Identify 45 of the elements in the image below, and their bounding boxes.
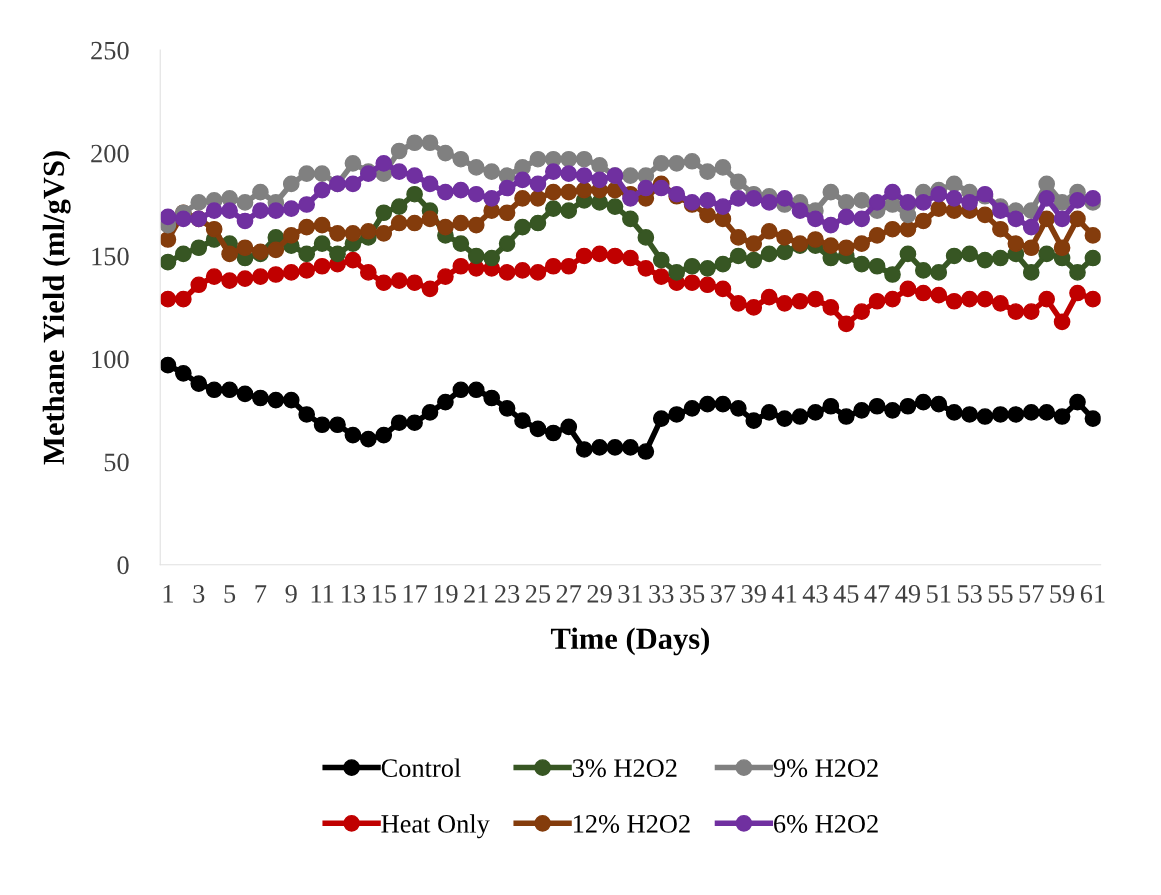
x-tick-label: 11: [311, 585, 334, 603]
y-tick-label: 150: [92, 247, 129, 266]
x-tick-label: 59: [1050, 585, 1075, 603]
x-tick-label: 1: [163, 585, 173, 603]
x-tick-label: 51: [927, 585, 951, 603]
legend-label: 12% H2O2: [573, 815, 690, 833]
x-axis-title: Time (Days): [550, 627, 710, 656]
x-tick-label: 3: [193, 585, 205, 603]
y-tick-label: 100: [92, 350, 129, 369]
x-tick-label: 23: [495, 585, 520, 603]
x-tick-label: 37: [710, 585, 736, 603]
x-tick-label: 21: [464, 585, 488, 603]
x-tick-label: 41: [771, 585, 797, 603]
y-tick-label: 250: [91, 41, 129, 60]
x-tick-label: 7: [255, 585, 267, 603]
x-tick-label: 19: [434, 585, 458, 603]
x-tick-label: 33: [649, 585, 674, 603]
x-tick-label: 9: [285, 585, 297, 603]
x-tick-label: 57: [1019, 585, 1044, 603]
legend-label: 9% H2O2: [773, 759, 878, 778]
x-tick-label: 17: [403, 585, 428, 603]
legend-label: 3% H2O2: [572, 759, 677, 778]
x-tick-label: 45: [833, 585, 859, 603]
x-tick-label: 53: [957, 585, 982, 603]
y-tick-label: 0: [117, 556, 129, 575]
x-tick-label: 39: [741, 585, 766, 603]
x-tick-label: 47: [864, 585, 890, 603]
x-tick-label: 49: [895, 585, 921, 603]
y-tick-label: 50: [104, 453, 129, 472]
x-tick-label: 13: [342, 585, 366, 603]
x-tick-label: 35: [680, 585, 705, 603]
legend-label: 6% H2O2: [774, 815, 878, 833]
x-tick-label: 61: [1080, 585, 1105, 603]
x-tick-label: 5: [224, 585, 236, 603]
y-tick-label: 200: [91, 144, 129, 163]
x-tick-label: 27: [556, 585, 582, 603]
x-tick-label: 43: [802, 585, 828, 603]
x-tick-label: 29: [587, 585, 612, 603]
x-tick-label: 25: [525, 585, 551, 603]
y-axis-title: Methane Yield (ml/gVS): [42, 151, 71, 465]
legend-label: Control: [381, 758, 461, 778]
x-tick-label: 31: [618, 585, 643, 603]
x-tick-label: 55: [988, 585, 1013, 603]
legend-label: Heat Only: [381, 814, 490, 839]
x-tick-label: 15: [372, 585, 396, 603]
